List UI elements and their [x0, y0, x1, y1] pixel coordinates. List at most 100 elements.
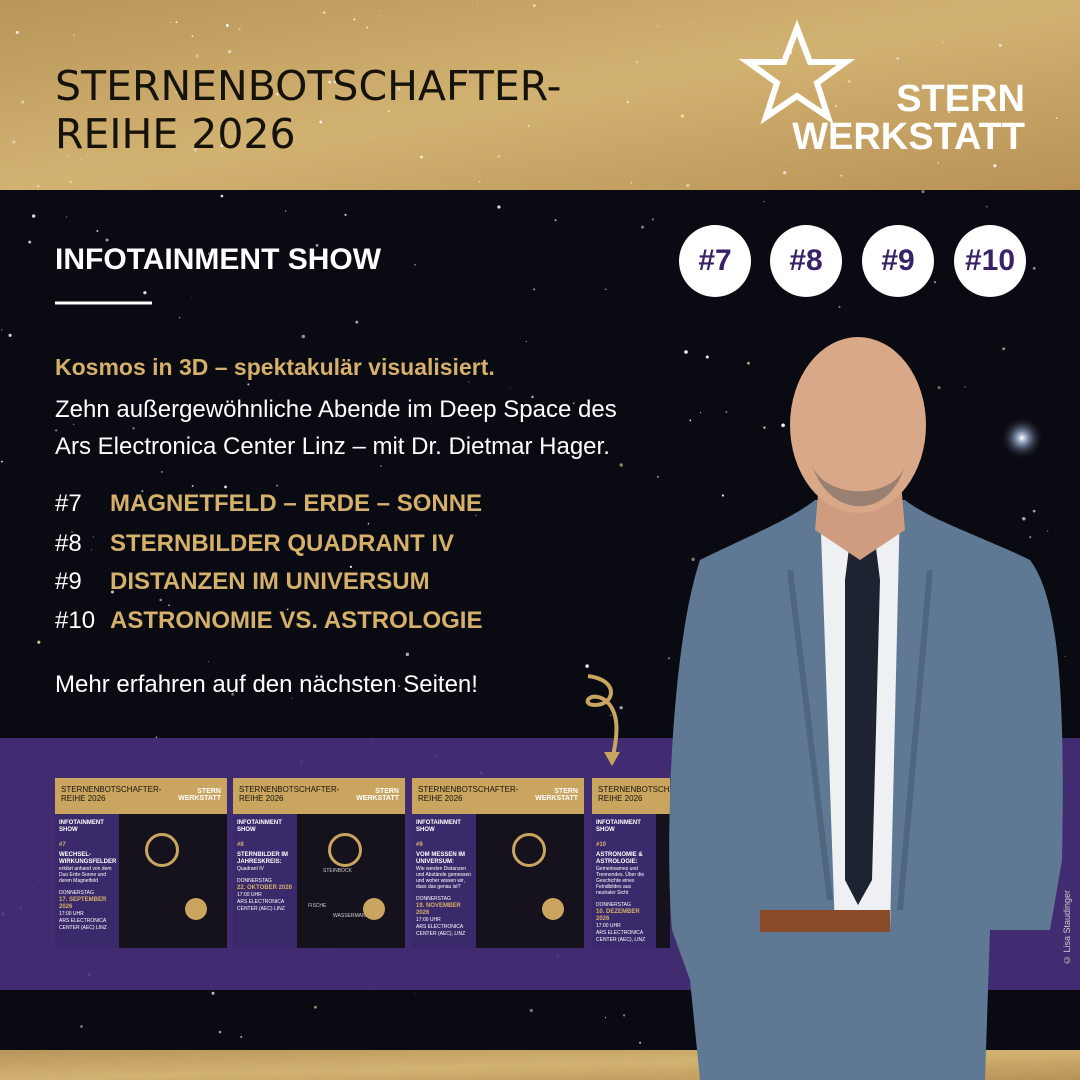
star [585, 664, 589, 668]
card-text: Quadrant IV [237, 866, 264, 872]
card-logo-text: WERKSTATT [535, 795, 578, 802]
star [349, 94, 353, 98]
card-number: #7 [59, 842, 66, 848]
card-header [412, 778, 584, 814]
star [1, 329, 3, 331]
star [551, 414, 553, 416]
star [8, 333, 12, 337]
star [763, 426, 766, 429]
star [90, 549, 92, 551]
star [398, 445, 402, 449]
card-icon [542, 898, 564, 920]
constellation-label: WASSERMANN [333, 913, 370, 919]
card-logo-text: WERKSTATT [178, 795, 221, 802]
intro-line: Ars Electronica Center Linz – mit Dr. Di… [55, 433, 610, 460]
card-text: Wie werden Distanzen und Abstände gemess… [416, 866, 472, 890]
star [689, 21, 691, 23]
card-date: 17. SEPTEMBER 2026 [59, 897, 107, 910]
star [344, 213, 347, 216]
star [533, 4, 536, 7]
card-icon [185, 898, 207, 920]
star [112, 537, 114, 539]
star [170, 21, 172, 24]
star [366, 26, 369, 29]
star [286, 608, 289, 611]
card-episode-title: ASTRONOMIE & ASTROLOGIE: [596, 852, 643, 865]
star [69, 180, 72, 184]
star [942, 41, 945, 44]
star [195, 54, 200, 58]
star [398, 685, 400, 687]
star [651, 218, 655, 221]
star [834, 105, 837, 108]
star [993, 164, 997, 168]
star [725, 410, 728, 414]
star [231, 693, 234, 696]
star [619, 463, 623, 467]
badge: #8 [770, 225, 842, 297]
star [525, 341, 527, 343]
card-title-line: REIHE 2026 [61, 794, 106, 803]
star [218, 1030, 222, 1034]
star [811, 65, 813, 67]
badge: #9 [862, 225, 934, 297]
star [175, 91, 177, 93]
star [1, 460, 3, 463]
star [468, 381, 470, 383]
star [240, 1035, 243, 1039]
badge: #10 [954, 225, 1026, 297]
star [527, 124, 530, 128]
card-title-line: STERNENBOTSCHAFTER- [598, 785, 670, 794]
star [657, 25, 659, 27]
star [319, 120, 323, 124]
star [747, 361, 750, 365]
logo-text: WERKSTATT [792, 116, 1025, 158]
logo: STERN WERKSTATT [792, 80, 1025, 156]
card-section: INFOTAINMENT SHOW [237, 820, 282, 833]
star [554, 219, 557, 222]
star [1032, 266, 1036, 270]
star [220, 144, 224, 148]
star [71, 531, 73, 533]
card-episode-title: STERNBILDER IM JAHRESKREIS: [237, 852, 288, 865]
card-logo-text: STERN [197, 788, 221, 795]
star [482, 71, 484, 73]
star [274, 572, 276, 574]
star [387, 110, 390, 113]
previews: STERNENBOTSCHAFTER- REIHE 2026 STERN WERKST… [55, 778, 670, 948]
star [921, 190, 925, 194]
star [1032, 509, 1036, 513]
star [781, 423, 785, 428]
star [700, 412, 702, 414]
card-weekday: DONNERSTAG [416, 896, 451, 902]
star [261, 96, 264, 99]
star [473, 416, 476, 418]
card-logo: STERN WERKSTATT [178, 788, 221, 802]
star [987, 94, 991, 98]
star [763, 200, 765, 203]
star [689, 419, 692, 422]
star [247, 383, 250, 386]
star [964, 386, 966, 388]
card-time: 17:00 UHR [416, 917, 441, 923]
episode-title: MAGNETFELD – ERDE – SONNE [110, 490, 483, 517]
star [420, 155, 423, 159]
star [191, 35, 194, 38]
card-section: INFOTAINMENT SHOW [596, 820, 641, 833]
episode-number: #10 [55, 607, 96, 634]
card-logo-text: STERN [554, 788, 578, 795]
star [475, 514, 477, 516]
lapel [787, 569, 933, 911]
card-icon [512, 833, 546, 867]
star [533, 288, 536, 291]
star [159, 615, 161, 618]
star [355, 320, 359, 324]
intro-highlight: Kosmos in 3D – spektakulär visualisiert. [55, 354, 495, 380]
episode-title: STERNBILDER QUADRANT IV [110, 530, 455, 557]
star [840, 174, 843, 177]
beard [812, 465, 905, 507]
star [315, 243, 319, 247]
star [236, 539, 239, 542]
